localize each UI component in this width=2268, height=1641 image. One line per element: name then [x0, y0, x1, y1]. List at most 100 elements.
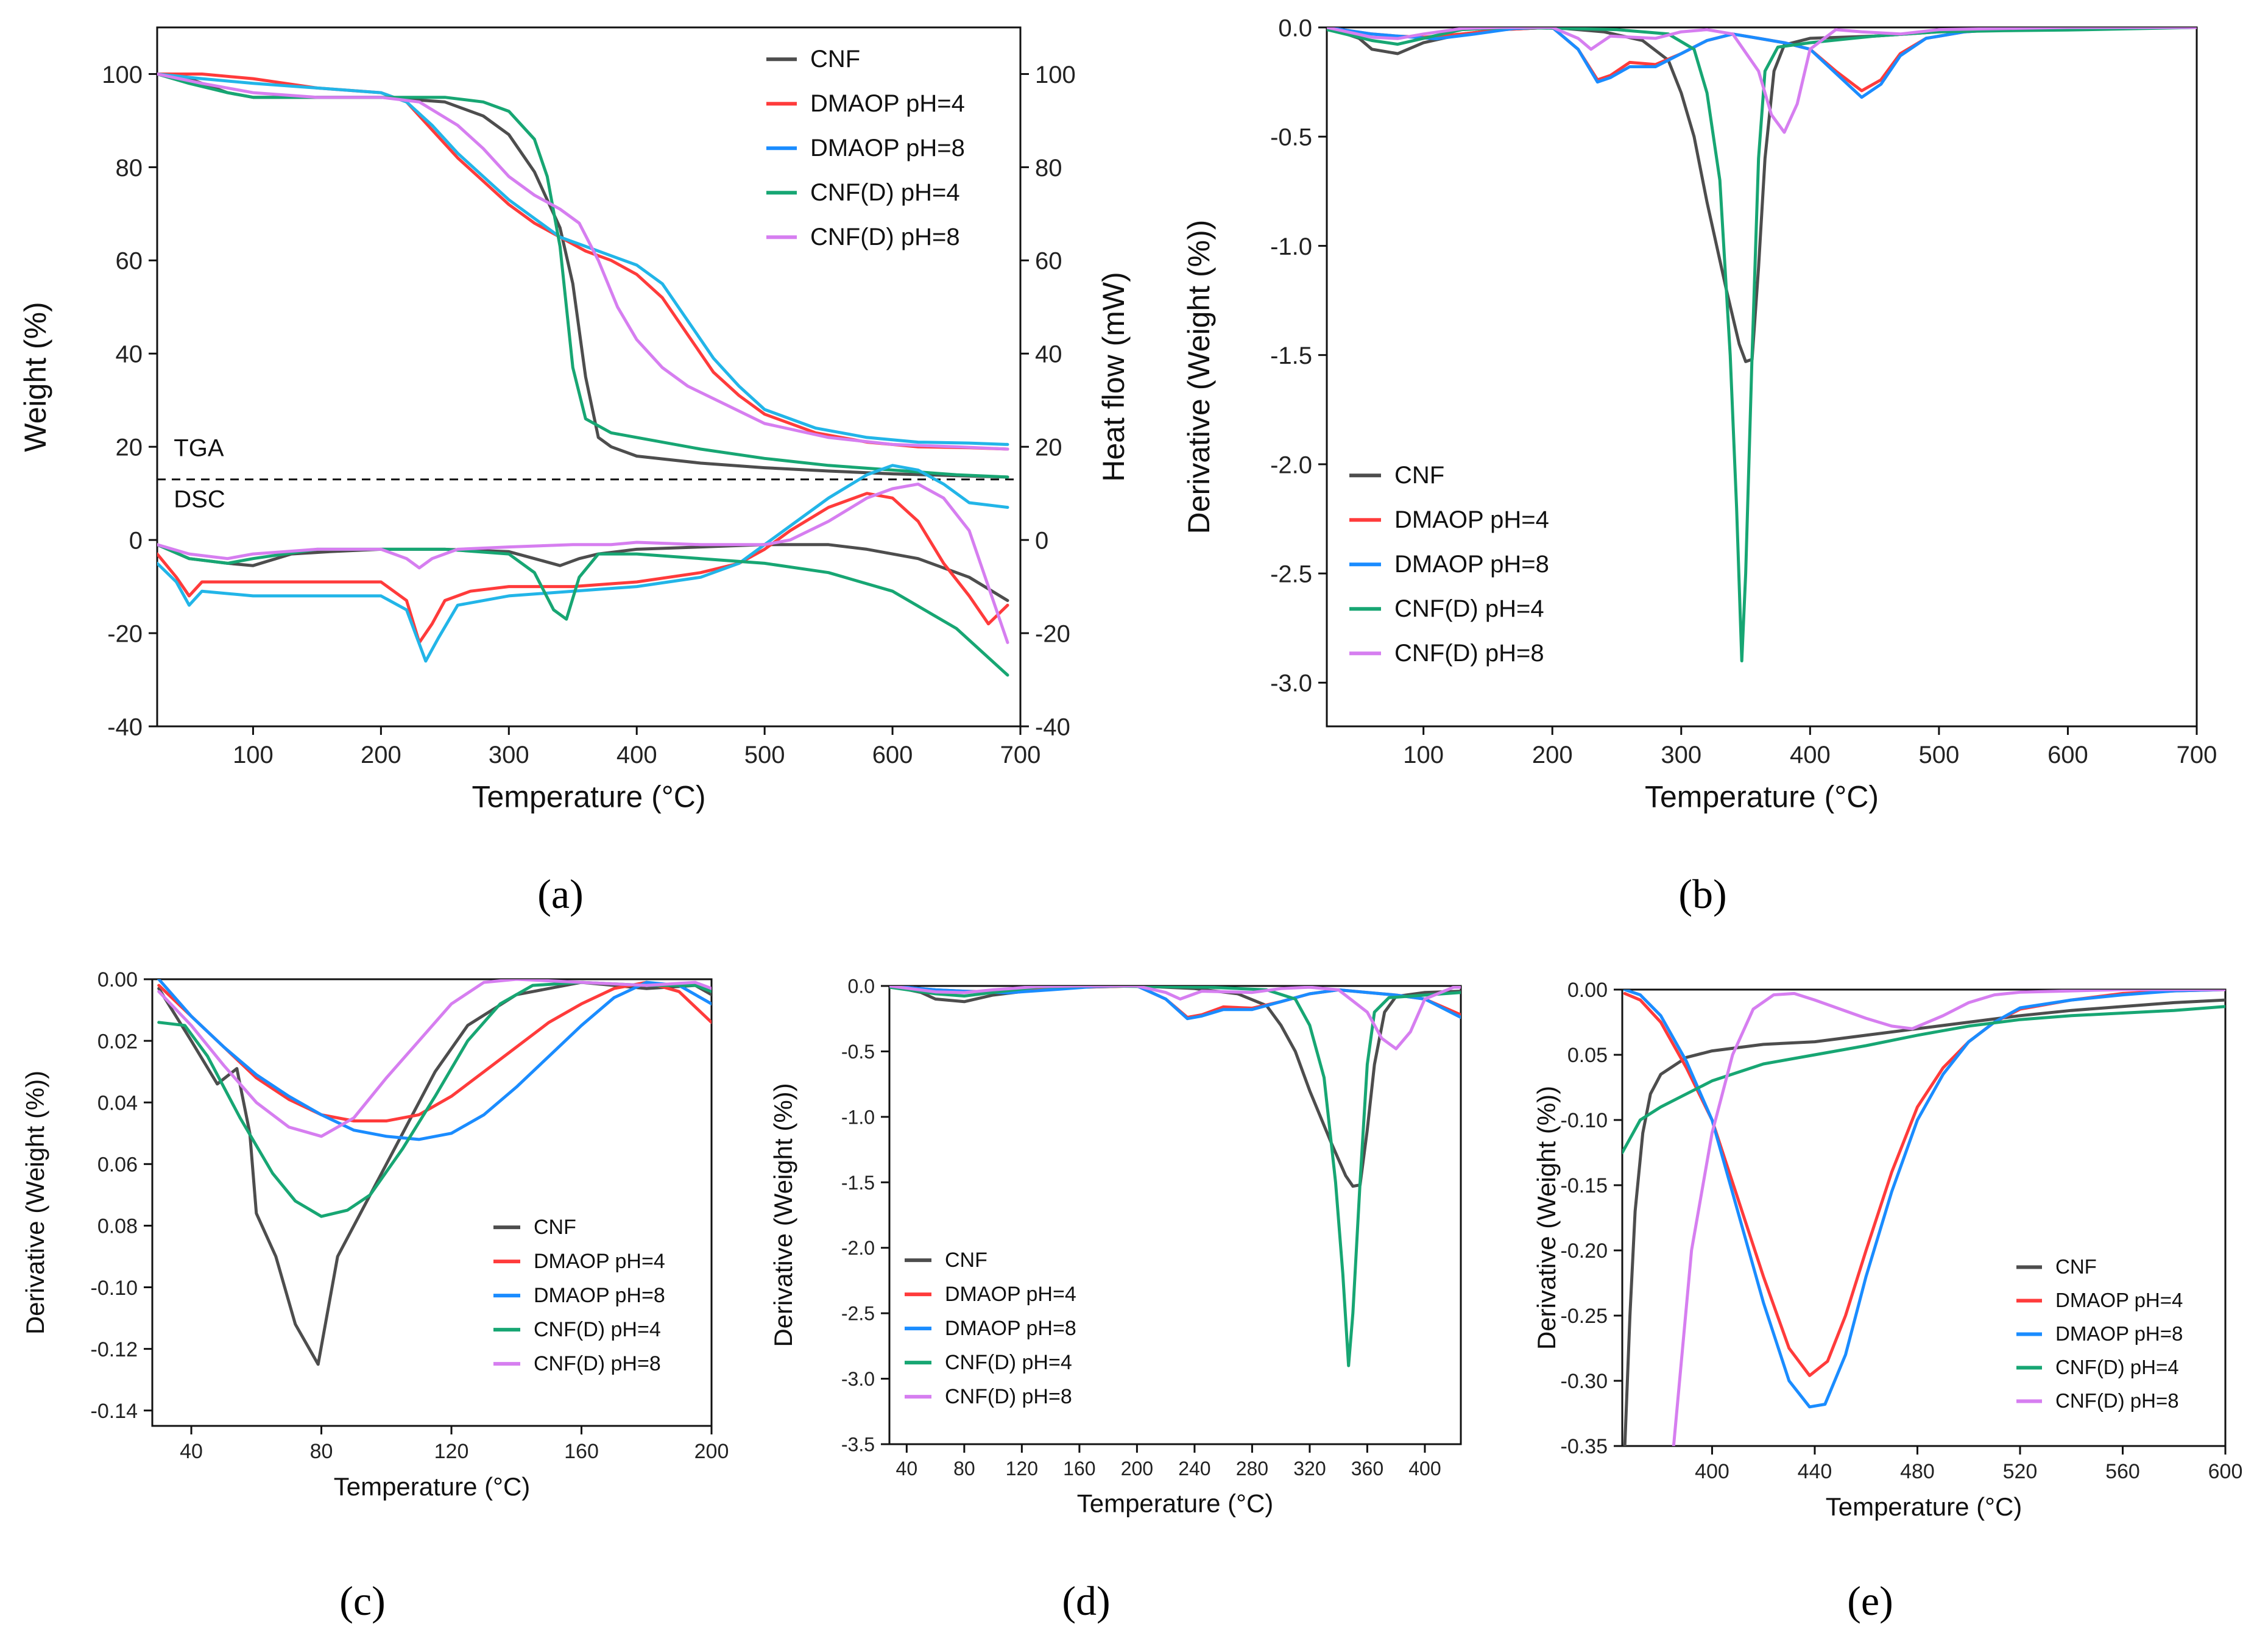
series-group — [157, 73, 1009, 677]
x-tick-label: 400 — [616, 742, 657, 768]
x-tick-label: 600 — [2208, 1460, 2243, 1483]
legend-label: DMAOP pH=8 — [534, 1284, 665, 1307]
y2-tick-label: -40 — [1035, 714, 1070, 740]
series-line-dmaop-ph-8 — [889, 986, 1461, 1021]
y2-tick-label: 80 — [1035, 155, 1062, 182]
legend-label: CNF — [534, 1216, 576, 1239]
y-axis-title: Weight (%) — [18, 302, 52, 452]
x-tick-label: 280 — [1236, 1458, 1268, 1480]
series-line-cnf-d-ph-4-tga — [157, 73, 1009, 479]
y2-axis-title: Heat flow (mW) — [1097, 272, 1131, 481]
y-axis-title: Derivative (Weight (%)) — [769, 1083, 797, 1347]
y-tick-label: 100 — [102, 62, 143, 88]
x-tick-label: 600 — [872, 742, 913, 768]
y-tick-label: 0.0 — [1278, 15, 1312, 41]
legend-label: DMAOP pH=8 — [810, 135, 965, 161]
y-tick-label: 0.04 — [97, 1091, 138, 1115]
x-tick-label: 400 — [1408, 1458, 1441, 1480]
legend-label: DMAOP pH=8 — [945, 1317, 1076, 1340]
panel-label: (d) — [1062, 1578, 1110, 1624]
x-tick-label: 560 — [2105, 1460, 2140, 1483]
x-tick-label: 160 — [564, 1440, 599, 1463]
y-tick-label: -0.10 — [91, 1277, 138, 1300]
y-tick-label: 0.00 — [1567, 979, 1608, 1002]
series-line-cnf-d-ph-4 — [889, 986, 1461, 1367]
y-tick-label: -1.5 — [1270, 342, 1312, 369]
x-tick-label: 40 — [180, 1440, 203, 1463]
x-tick-label: 300 — [489, 742, 529, 768]
legend: CNF DMAOP pH=4 DMAOP pH=8 CNF(D) pH=4 CNF(D)… — [766, 46, 965, 250]
series-line-cnf-d-ph-8 — [157, 979, 712, 1138]
x-tick-label: 440 — [1798, 1460, 1832, 1483]
x-tick-label: 500 — [744, 742, 785, 768]
y-tick-label: -0.14 — [91, 1400, 138, 1423]
series-group — [1622, 990, 2225, 1446]
y-tick-label: -1.0 — [841, 1106, 875, 1128]
x-tick-label: 360 — [1351, 1458, 1383, 1480]
y2-tick-label: 40 — [1035, 341, 1062, 368]
y-tick-label: -0.30 — [1561, 1370, 1608, 1393]
legend-label: CNF(D) pH=8 — [945, 1385, 1072, 1408]
plot-frame — [1326, 26, 2198, 728]
x-tick-label: 700 — [1000, 742, 1041, 768]
y-tick-label: -0.12 — [91, 1338, 138, 1361]
series-line-dmaop-ph-8-tga — [157, 73, 1009, 446]
y2-tick-label: 20 — [1035, 434, 1062, 461]
y-tick-label: -3.5 — [841, 1434, 875, 1456]
series-line-dmaop-ph-4 — [1623, 990, 2225, 1377]
legend-label: CNF — [1394, 462, 1444, 489]
legend-label: CNF — [945, 1249, 987, 1272]
x-tick-label: 300 — [1661, 742, 1701, 768]
legend-label: CNF(D) pH=8 — [810, 224, 960, 250]
x-tick-label: 40 — [896, 1458, 918, 1480]
y-tick-label: -2.5 — [1270, 561, 1312, 587]
x-tick-label: 400 — [1790, 742, 1831, 768]
legend-label: DMAOP pH=4 — [945, 1283, 1076, 1306]
plot-frame — [1621, 988, 2227, 1447]
y-tick-label: 60 — [116, 248, 143, 275]
x-axis-title: Temperature (°C) — [1826, 1492, 2022, 1521]
y-tick-label: -0.25 — [1561, 1305, 1608, 1328]
x-tick-label: 200 — [1532, 742, 1573, 768]
y-axis-title: Derivative (Weight (%)) — [1532, 1086, 1561, 1350]
panel-b: 100 200 300 400 500 600 700 0.0 -0.5 -1.0 -1.5 -2.0… — [1182, 15, 2217, 917]
annotation-dsc: DSC — [174, 486, 225, 513]
legend-label: CNF(D) pH=8 — [534, 1352, 661, 1375]
x-tick-label: 100 — [1403, 742, 1444, 768]
y2-tick-label: -20 — [1035, 620, 1070, 647]
series-group — [1327, 27, 2197, 662]
series-line-dmaop-ph-8 — [1327, 27, 2197, 99]
legend-label: CNF(D) pH=4 — [945, 1351, 1072, 1374]
legend-label: CNF(D) pH=4 — [810, 179, 960, 206]
legend-label: CNF(D) pH=4 — [534, 1318, 661, 1341]
y-tick-label: -2.5 — [841, 1303, 875, 1325]
legend-label: DMAOP pH=8 — [1394, 551, 1549, 578]
x-tick-label: 240 — [1178, 1458, 1210, 1480]
panel-label: (a) — [537, 871, 583, 917]
panel-a: 100 200 300 400 500 600 700-40-20020406080100-… — [18, 26, 1131, 917]
y-tick-label: 0 — [129, 528, 143, 555]
x-tick-label: 80 — [953, 1458, 975, 1480]
y-tick-label: -3.0 — [841, 1368, 875, 1390]
panel-label: (b) — [1678, 871, 1726, 917]
y-tick-label: -3.0 — [1270, 670, 1312, 697]
legend-label: DMAOP pH=8 — [2055, 1322, 2183, 1345]
x-axis-title: Temperature (°C) — [472, 780, 706, 814]
y2-tick-label: 60 — [1035, 248, 1062, 275]
series-line-cnf-d-ph-8-tga — [157, 73, 1009, 451]
series-line-cnf — [889, 986, 1461, 1188]
y-tick-label: -1.0 — [1270, 233, 1312, 260]
x-tick-label: 160 — [1063, 1458, 1095, 1480]
series-line-cnf-d-ph-8-dsc — [157, 482, 1009, 644]
x-tick-label: 700 — [2177, 742, 2217, 768]
legend-label: CNF(D) pH=4 — [1394, 595, 1544, 622]
x-tick-label: 520 — [2003, 1460, 2038, 1483]
x-axis-title: Temperature (°C) — [1077, 1489, 1274, 1518]
x-tick-label: 100 — [233, 742, 274, 768]
series-line-dmaop-ph-8 — [157, 979, 712, 1141]
y-tick-label: -0.5 — [1270, 124, 1312, 151]
y-tick-label: -0.5 — [841, 1041, 875, 1063]
annotation-tga: TGA — [174, 434, 224, 461]
panel-label: (c) — [339, 1578, 385, 1624]
series-line-cnf-d-ph-4 — [1622, 1005, 2225, 1154]
